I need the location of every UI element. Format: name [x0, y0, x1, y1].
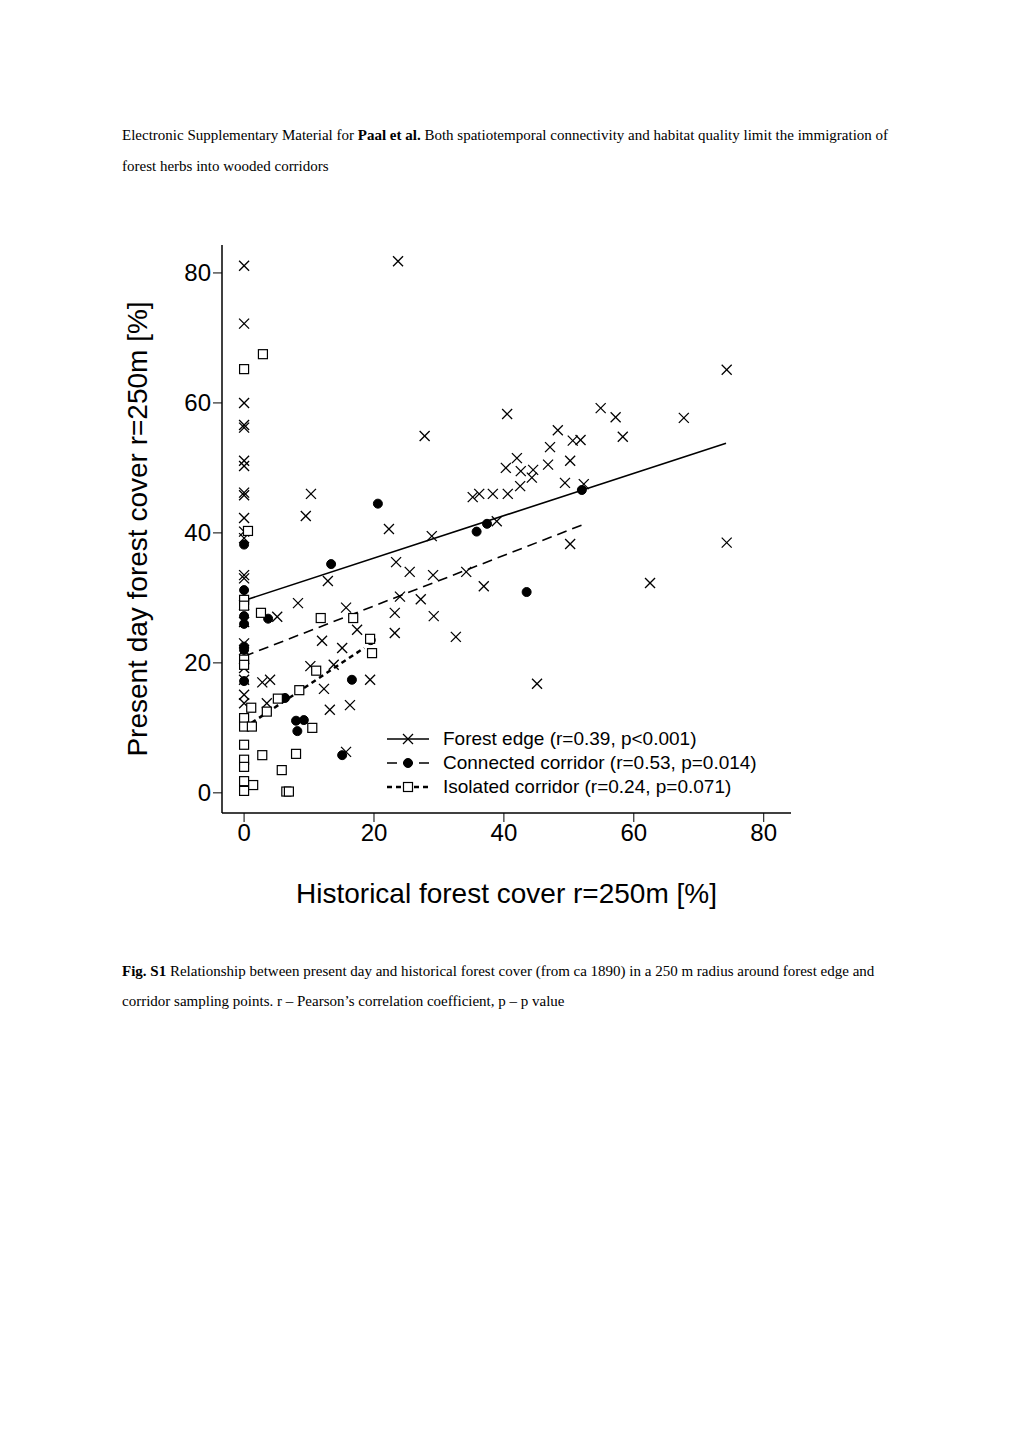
svg-text:60: 60 — [184, 389, 211, 416]
html-text:Electronic Supplementary Mater: Electronic Supplementary Material for Pa… — [122, 127, 889, 174]
svg-text:40: 40 — [184, 519, 211, 546]
html-text:Isolated corridor (r=0.24, p=0: Isolated corridor (r=0.24, p=0.071) — [443, 776, 732, 797]
html-text:Connected corridor (r=0.53, p=: Connected corridor (r=0.53, p=0.014) — [443, 752, 757, 773]
svg-text:0: 0 — [237, 819, 250, 846]
svg-text:40: 40 — [491, 819, 518, 846]
html-text:Fig. S1 Relationship between p: Fig. S1 Relationship between present day… — [122, 963, 875, 1009]
svg-text:80: 80 — [750, 819, 777, 846]
svg-text:80: 80 — [184, 259, 211, 286]
svg-text:20: 20 — [361, 819, 388, 846]
html-text:Present day forest cover r=250: Present day forest cover r=250m [%] — [122, 301, 153, 757]
svg-text:20: 20 — [184, 649, 211, 676]
html-text:Forest edge (r=0.39, p<0.001): Forest edge (r=0.39, p<0.001) — [443, 728, 697, 749]
svg-text:0: 0 — [198, 779, 211, 806]
svg-text:60: 60 — [620, 819, 647, 846]
html-text:Historical forest cover r=250m: Historical forest cover r=250m [%] — [296, 878, 717, 909]
